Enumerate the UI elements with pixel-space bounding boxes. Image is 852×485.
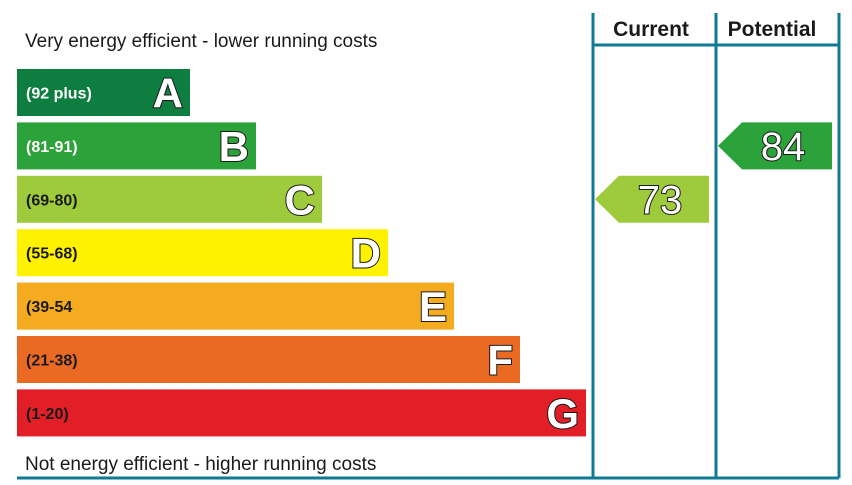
band-letter-b: B <box>219 123 249 170</box>
band-range-e: (39-54 <box>26 299 72 316</box>
band-bar-b <box>17 122 256 170</box>
band-bar-e <box>17 282 454 330</box>
current-rating-value: 73 <box>638 178 683 222</box>
potential-rating-value: 84 <box>761 125 806 169</box>
rating-bands: (92 plus) A (81-91) B (69-80) C (55-68) D (39-54… <box>17 69 586 438</box>
band-range-f: (21-38) <box>26 353 78 370</box>
band-range-c: (69-80) <box>26 192 78 209</box>
rating-markers: 73 84 <box>595 122 832 223</box>
band-letter-e: E <box>419 283 447 330</box>
current-rating-arrow <box>595 175 709 223</box>
column-header-current: Current <box>613 18 689 41</box>
band-range-d: (55-68) <box>26 246 78 263</box>
potential-rating-arrow <box>718 122 832 170</box>
band-letter-a: A <box>153 70 183 117</box>
top-caption: Very energy efficient - lower running co… <box>25 31 377 52</box>
band-letter-f: F <box>487 337 513 384</box>
band-bar-g <box>17 389 586 437</box>
band-letter-d: D <box>351 230 381 277</box>
band-bar-d <box>17 229 388 277</box>
band-bar-f <box>17 336 520 383</box>
bottom-caption: Not energy efficient - higher running co… <box>25 454 376 475</box>
band-range-b: (81-91) <box>26 139 78 156</box>
band-bar-a <box>17 69 190 116</box>
band-letter-c: C <box>285 176 315 223</box>
column-header-potential: Potential <box>728 18 817 41</box>
band-letter-g: G <box>546 390 579 437</box>
band-range-a: (92 plus) <box>26 86 92 103</box>
band-bar-c <box>17 175 322 223</box>
band-range-g: (1-20) <box>26 406 69 423</box>
